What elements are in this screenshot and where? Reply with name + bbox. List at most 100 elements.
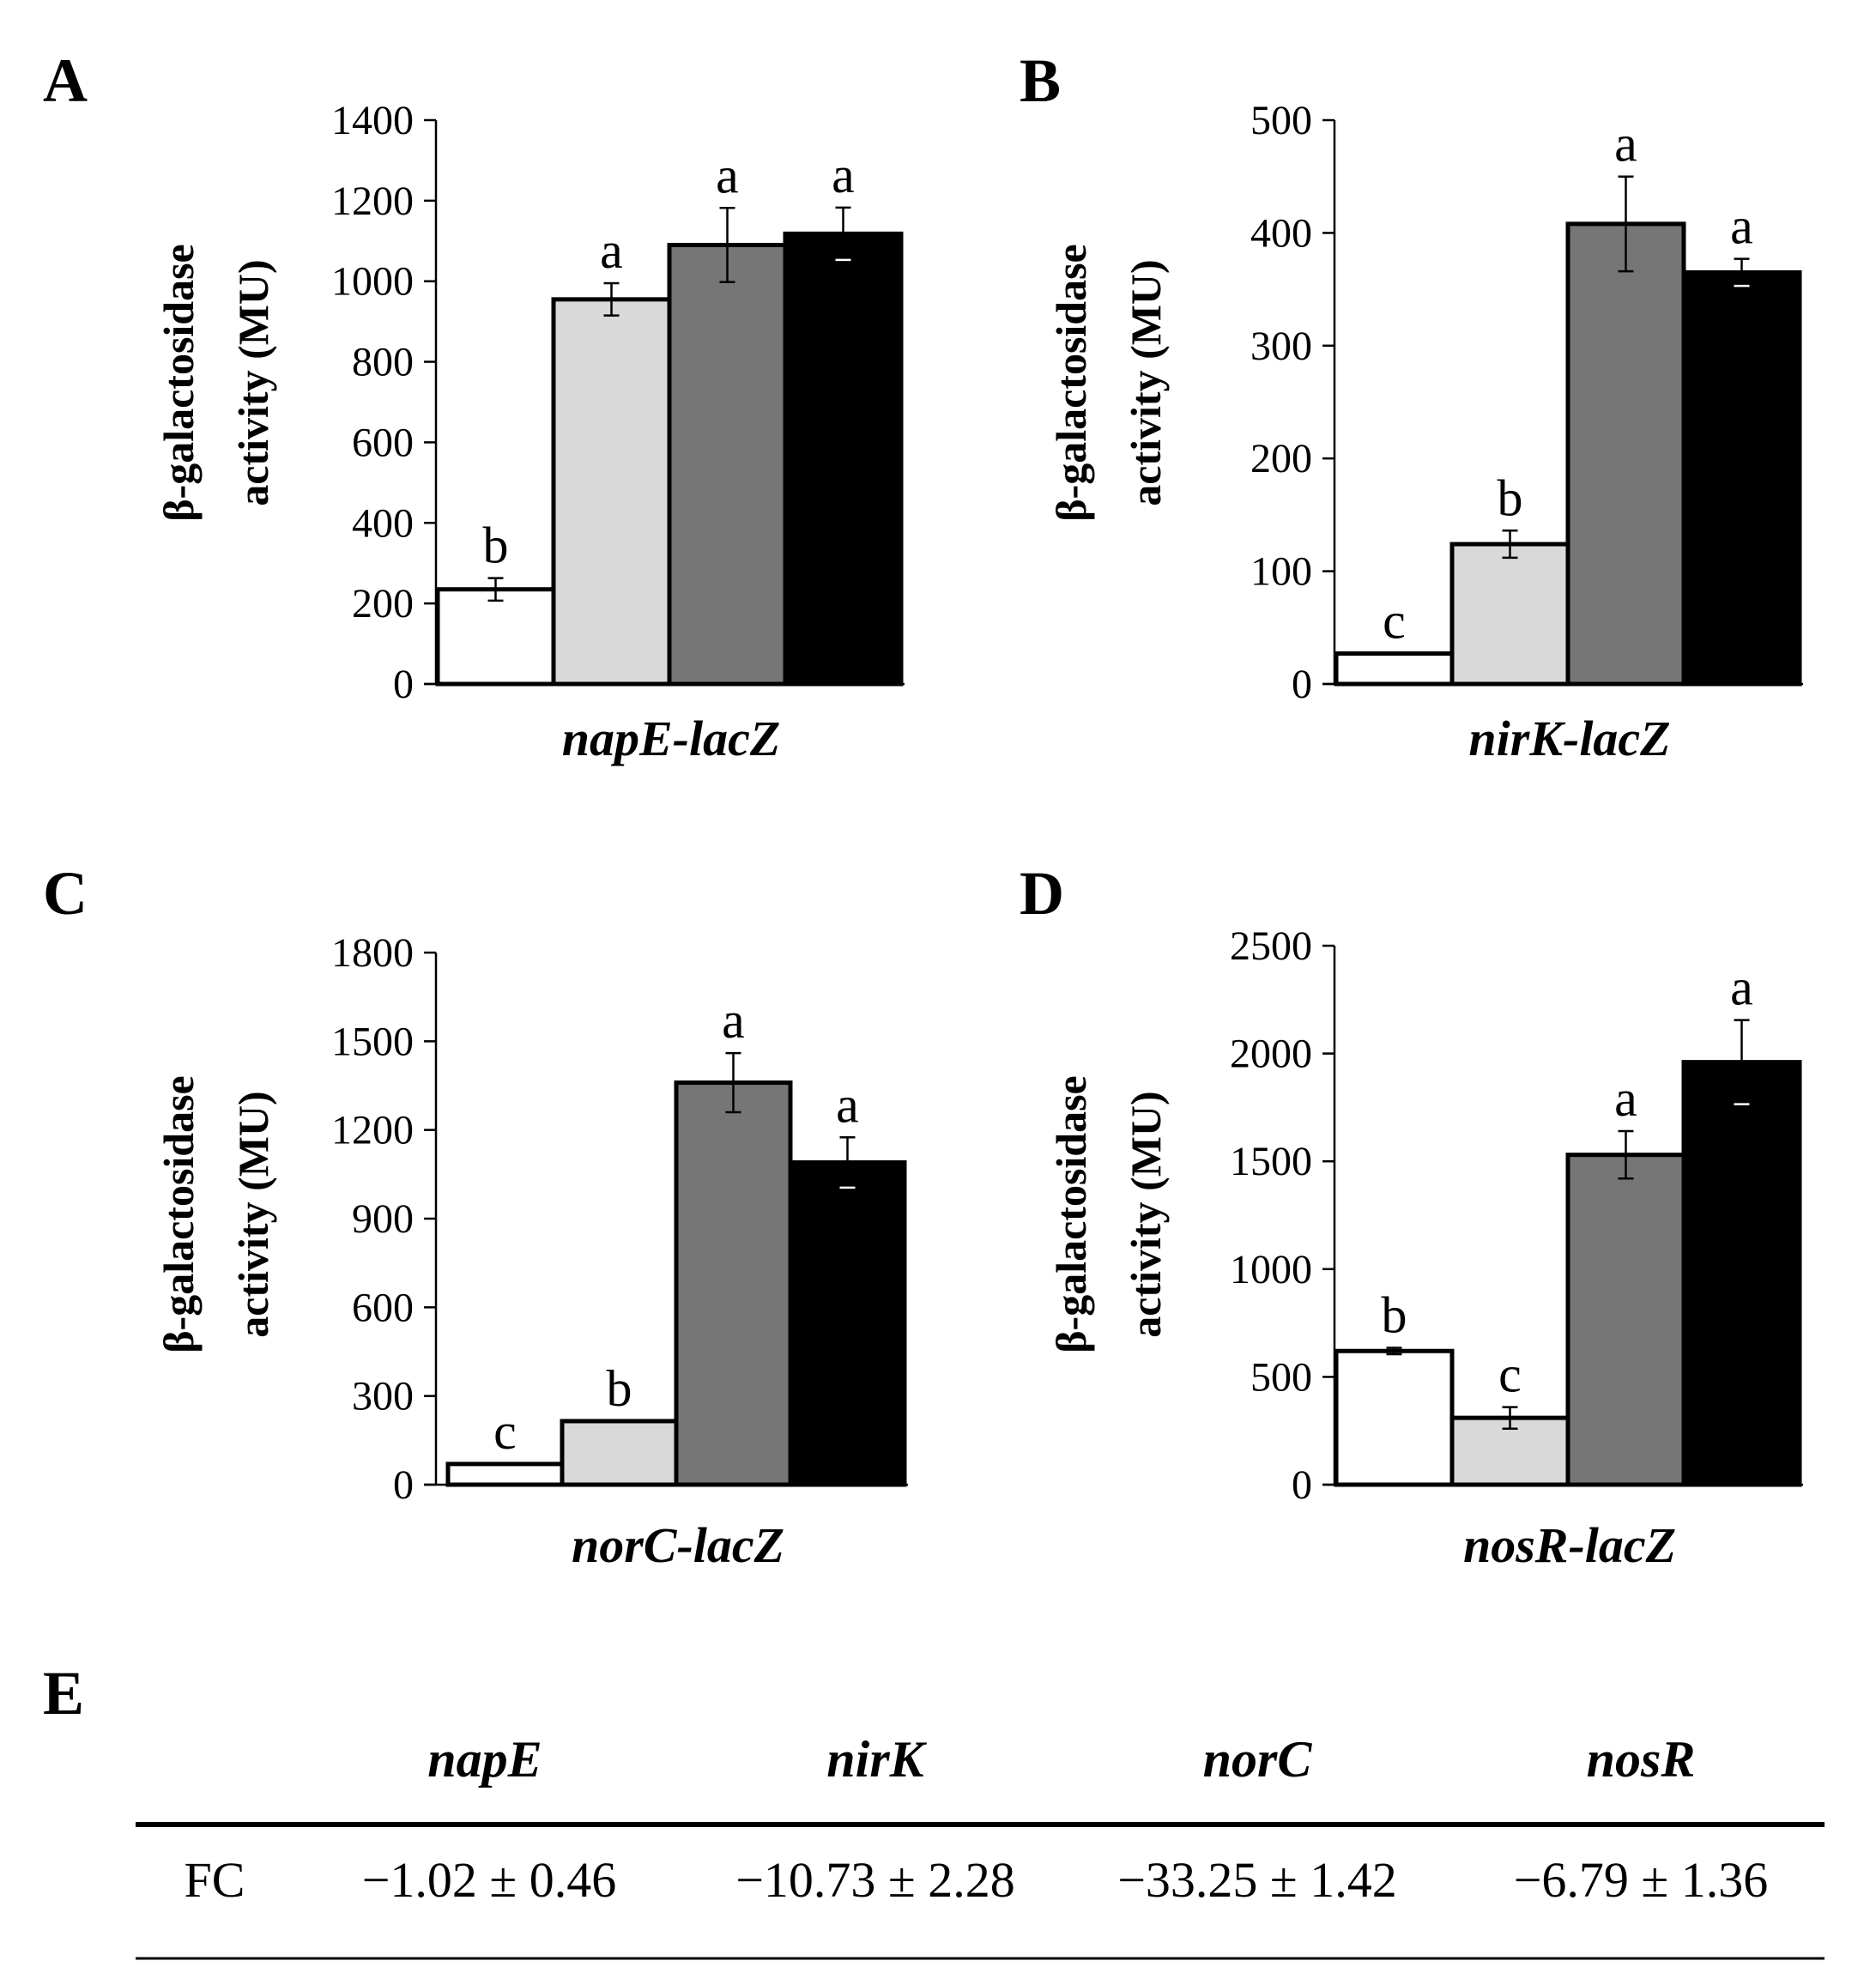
bar bbox=[435, 587, 556, 687]
error-bar bbox=[1618, 1129, 1634, 1180]
significance-letter: b bbox=[1498, 469, 1523, 526]
y-tick-label: 800 bbox=[352, 340, 414, 385]
table-cell-napE: −1.02 ± 0.46 bbox=[362, 1852, 617, 1908]
y-tick-label: 1400 bbox=[331, 98, 414, 143]
significance-letter: b bbox=[607, 1360, 632, 1417]
y-tick-label: 0 bbox=[1292, 662, 1312, 707]
bar bbox=[551, 297, 672, 687]
panel-letter: D bbox=[1020, 859, 1064, 928]
table-header-nirK: nirK bbox=[826, 1731, 927, 1788]
chart-panel-b: Bβ-galactosidase activity (MU) c b a a 0 100 200… bbox=[1020, 46, 1803, 766]
error-bar bbox=[1734, 1019, 1750, 1105]
significance-letter: a bbox=[832, 147, 855, 203]
x-axis-label: norC-lacZ bbox=[572, 1517, 784, 1573]
error-bar bbox=[1502, 530, 1518, 560]
y-tick-label: 100 bbox=[1250, 549, 1312, 595]
y-tick-label: 1200 bbox=[331, 1108, 414, 1153]
error-bar bbox=[1386, 1347, 1402, 1356]
table-header-norC: norC bbox=[1203, 1731, 1313, 1788]
table-cell-nosR: −6.79 ± 1.36 bbox=[1514, 1852, 1769, 1908]
error-bar bbox=[725, 1051, 741, 1114]
significance-letter: a bbox=[1730, 959, 1753, 1016]
panel-letter: B bbox=[1020, 46, 1061, 115]
y-axis-label: activity (MU) bbox=[1122, 1091, 1170, 1337]
significance-letter: c bbox=[493, 1403, 517, 1460]
y-tick-label: 600 bbox=[352, 1285, 414, 1330]
bar bbox=[1565, 1153, 1686, 1487]
bar bbox=[445, 1462, 565, 1487]
error-bar bbox=[835, 206, 851, 262]
significance-letter: a bbox=[1730, 198, 1753, 255]
error-bar bbox=[839, 1136, 856, 1189]
significance-letter: a bbox=[836, 1076, 859, 1133]
chart-panel-d: Dβ-galactosidase activity (MU) b c a a 0 500 100… bbox=[1020, 859, 1803, 1573]
x-axis-label: nirK-lacZ bbox=[1468, 711, 1670, 766]
table-header-napE: napE bbox=[427, 1731, 542, 1788]
y-axis-label: β-galactosidase bbox=[154, 244, 203, 522]
significance-letter: a bbox=[1614, 1070, 1637, 1127]
fold-change-table: E napE nirK norC nosR FC −1.02 ± 0.46 −1… bbox=[43, 1659, 1825, 1960]
y-axis-label: activity (MU) bbox=[229, 259, 277, 505]
table-cell-nirK: −10.73 ± 2.28 bbox=[735, 1852, 1015, 1908]
error-bar bbox=[1618, 175, 1634, 273]
y-axis-label: β-galactosidase bbox=[154, 1075, 203, 1353]
y-tick-label: 200 bbox=[1250, 436, 1312, 481]
y-tick-label: 1000 bbox=[331, 259, 414, 305]
bar bbox=[1681, 1060, 1802, 1487]
panel-letter: C bbox=[43, 859, 88, 928]
significance-letter: a bbox=[716, 147, 739, 203]
bar bbox=[667, 242, 788, 687]
y-axis-label: β-galactosidase bbox=[1047, 1075, 1095, 1353]
y-tick-label: 2000 bbox=[1230, 1032, 1312, 1077]
y-tick-label: 200 bbox=[352, 581, 414, 626]
y-axis-label: β-galactosidase bbox=[1047, 244, 1095, 522]
y-tick-label: 600 bbox=[352, 420, 414, 465]
y-tick-label: 0 bbox=[393, 662, 414, 707]
significance-letter: c bbox=[1498, 1347, 1522, 1403]
y-tick-label: 400 bbox=[1250, 210, 1312, 256]
y-tick-label: 0 bbox=[393, 1462, 414, 1508]
error-bar bbox=[719, 207, 735, 283]
significance-letter: c bbox=[1383, 593, 1406, 650]
panel-letter: A bbox=[43, 46, 88, 115]
y-tick-label: 0 bbox=[1292, 1462, 1312, 1508]
chart-panel-c: Cβ-galactosidase activity (MU) c b a a 0 300 600… bbox=[43, 859, 908, 1573]
x-axis-label: nosR-lacZ bbox=[1463, 1517, 1676, 1573]
significance-letter: a bbox=[1614, 116, 1637, 172]
y-axis-label: activity (MU) bbox=[229, 1091, 277, 1337]
bar bbox=[1334, 651, 1455, 687]
bar bbox=[1334, 1348, 1455, 1487]
y-tick-label: 500 bbox=[1250, 98, 1312, 143]
bar bbox=[783, 231, 904, 687]
bar bbox=[788, 1160, 907, 1487]
y-tick-label: 1800 bbox=[331, 930, 414, 976]
significance-letter: a bbox=[600, 222, 623, 279]
y-tick-label: 500 bbox=[1250, 1354, 1312, 1400]
bar bbox=[560, 1419, 679, 1487]
y-tick-label: 1200 bbox=[331, 179, 414, 224]
bar bbox=[674, 1080, 793, 1487]
y-tick-label: 300 bbox=[1250, 324, 1312, 369]
error-bar bbox=[487, 577, 504, 602]
bar bbox=[1449, 542, 1570, 687]
y-tick-label: 2500 bbox=[1230, 923, 1312, 969]
panel-letter-e: E bbox=[43, 1659, 84, 1728]
table-cell-norC: −33.25 ± 1.42 bbox=[1117, 1852, 1397, 1908]
table-row-label: FC bbox=[185, 1852, 245, 1908]
error-bar bbox=[603, 281, 620, 317]
y-tick-label: 1000 bbox=[1230, 1247, 1312, 1292]
error-bar bbox=[1734, 257, 1750, 287]
chart-panel-a: Aβ-galactosidase activity (MU) b a a a 0 200 400… bbox=[43, 46, 905, 766]
bar bbox=[1565, 221, 1686, 687]
y-tick-label: 300 bbox=[352, 1374, 414, 1419]
significance-letter: b bbox=[483, 517, 509, 574]
chart-layer: Aβ-galactosidase activity (MU) b a a a 0 200 400… bbox=[43, 46, 1803, 1573]
y-tick-label: 1500 bbox=[1230, 1139, 1312, 1184]
significance-letter: a bbox=[722, 992, 745, 1049]
bar bbox=[1681, 269, 1802, 687]
y-tick-label: 1500 bbox=[331, 1019, 414, 1064]
significance-letter: b bbox=[1382, 1286, 1407, 1343]
y-axis-label: activity (MU) bbox=[1122, 259, 1170, 505]
y-tick-label: 900 bbox=[352, 1196, 414, 1242]
